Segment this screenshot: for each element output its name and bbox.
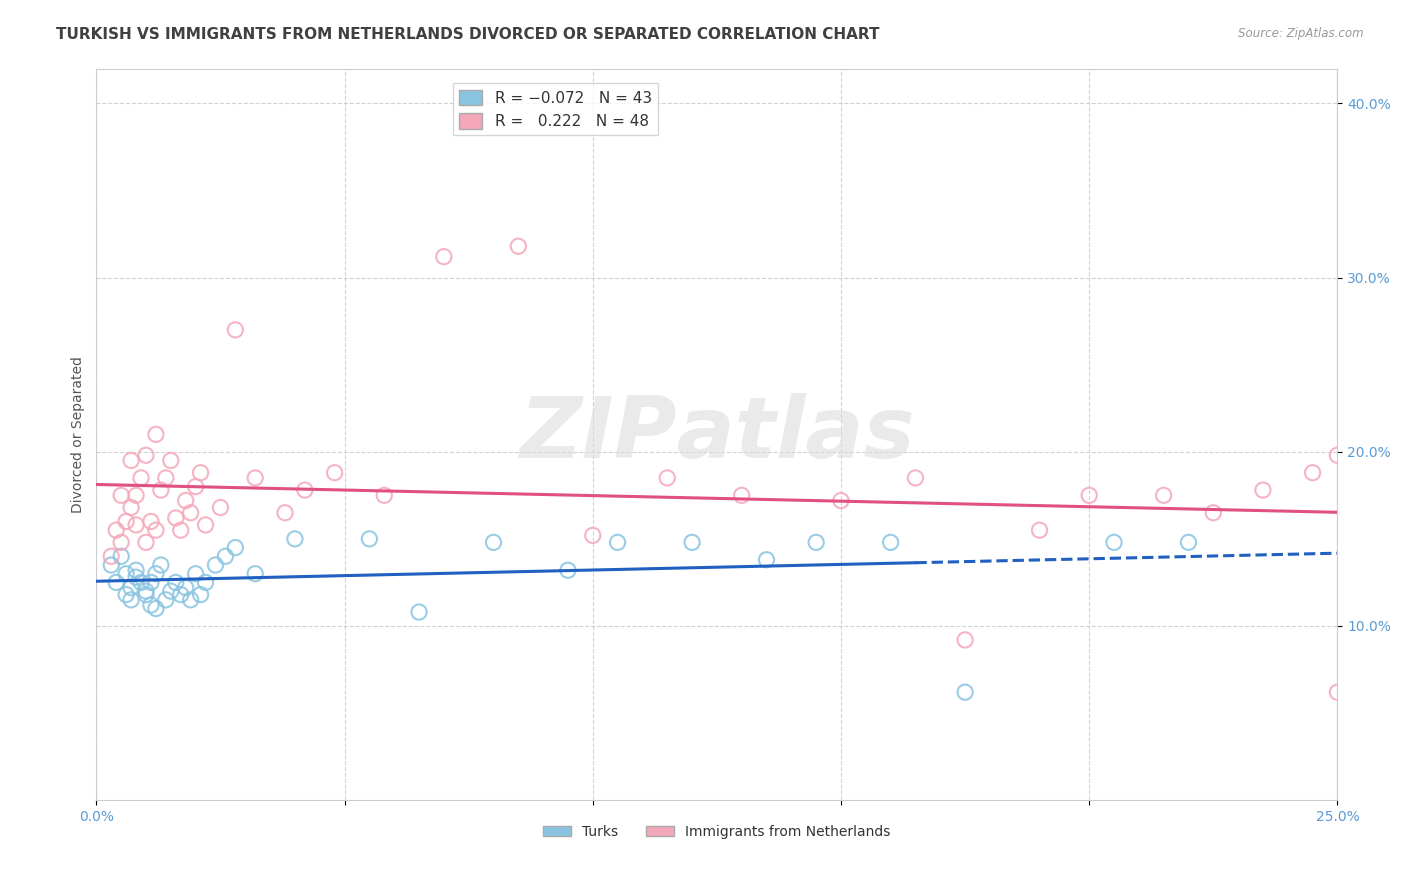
Point (879, 535, 901, 549)
Y-axis label: Divorced or Separated: Divorced or Separated (72, 356, 86, 513)
Point (953, 685, 976, 699)
Point (557, 563, 579, 577)
Point (125, 517, 148, 532)
Point (582, 528, 605, 542)
Point (606, 535, 628, 549)
Point (214, 549, 236, 564)
Point (180, 506, 202, 520)
Point (149, 558, 172, 572)
Point (190, 466, 212, 480)
Point (190, 588, 212, 602)
Point (1028, 523, 1050, 537)
Point (245, 471, 267, 485)
Point (194, 575, 217, 590)
Point (245, 566, 267, 581)
Point (804, 535, 827, 549)
Point (120, 581, 142, 595)
Point (830, 493, 852, 508)
Point (1102, 535, 1125, 549)
Point (135, 584, 157, 599)
Point (100, 549, 122, 564)
Point (165, 575, 187, 590)
Point (224, 541, 246, 555)
Point (149, 483, 172, 497)
Point (115, 515, 138, 529)
Point (433, 250, 456, 264)
Point (110, 549, 132, 564)
Point (1251, 483, 1274, 497)
Point (1177, 535, 1199, 549)
Point (1326, 685, 1348, 699)
Point (174, 493, 197, 508)
Point (1078, 488, 1101, 502)
Point (135, 588, 157, 602)
Point (129, 575, 152, 590)
Text: TURKISH VS IMMIGRANTS FROM NETHERLANDS DIVORCED OR SEPARATED CORRELATION CHART: TURKISH VS IMMIGRANTS FROM NETHERLANDS D… (56, 27, 880, 42)
Point (274, 506, 297, 520)
Point (105, 575, 128, 590)
Point (155, 592, 177, 607)
Point (755, 553, 778, 567)
Point (110, 535, 132, 549)
Point (1202, 506, 1225, 520)
Point (100, 558, 122, 572)
Point (508, 239, 530, 253)
Point (145, 523, 167, 537)
Point (125, 563, 148, 577)
Point (174, 581, 197, 595)
Point (184, 566, 207, 581)
Point (194, 517, 217, 532)
Point (204, 558, 226, 572)
Point (294, 483, 316, 497)
Point (105, 523, 128, 537)
Point (125, 488, 148, 502)
Point (482, 535, 505, 549)
Point (135, 535, 157, 549)
Point (953, 632, 976, 647)
Point (155, 471, 177, 485)
Point (120, 500, 142, 515)
Point (170, 523, 193, 537)
Point (1326, 448, 1348, 462)
Point (129, 471, 152, 485)
Point (731, 488, 754, 502)
Point (145, 566, 167, 581)
Point (159, 453, 181, 467)
Text: ZIP​atlas: ZIP​atlas (519, 392, 915, 475)
Point (139, 515, 162, 529)
Point (139, 598, 162, 612)
Point (170, 588, 193, 602)
Point (681, 535, 703, 549)
Point (120, 453, 142, 467)
Point (135, 448, 157, 462)
Point (209, 500, 232, 515)
Point (408, 605, 430, 619)
Point (359, 532, 381, 546)
Point (1302, 466, 1324, 480)
Point (1153, 488, 1175, 502)
Point (125, 570, 148, 584)
Point (110, 488, 132, 502)
Point (323, 466, 346, 480)
Point (224, 323, 246, 337)
Point (159, 584, 181, 599)
Point (180, 592, 202, 607)
Legend: Turks, Immigrants from Netherlands: Turks, Immigrants from Netherlands (537, 820, 896, 845)
Point (115, 566, 138, 581)
Point (115, 588, 138, 602)
Point (284, 532, 307, 546)
Point (145, 427, 167, 442)
Point (373, 488, 395, 502)
Point (139, 575, 162, 590)
Point (120, 592, 142, 607)
Text: Source: ZipAtlas.com: Source: ZipAtlas.com (1239, 27, 1364, 40)
Point (657, 471, 679, 485)
Point (145, 601, 167, 615)
Point (165, 511, 187, 525)
Point (184, 480, 207, 494)
Point (904, 471, 927, 485)
